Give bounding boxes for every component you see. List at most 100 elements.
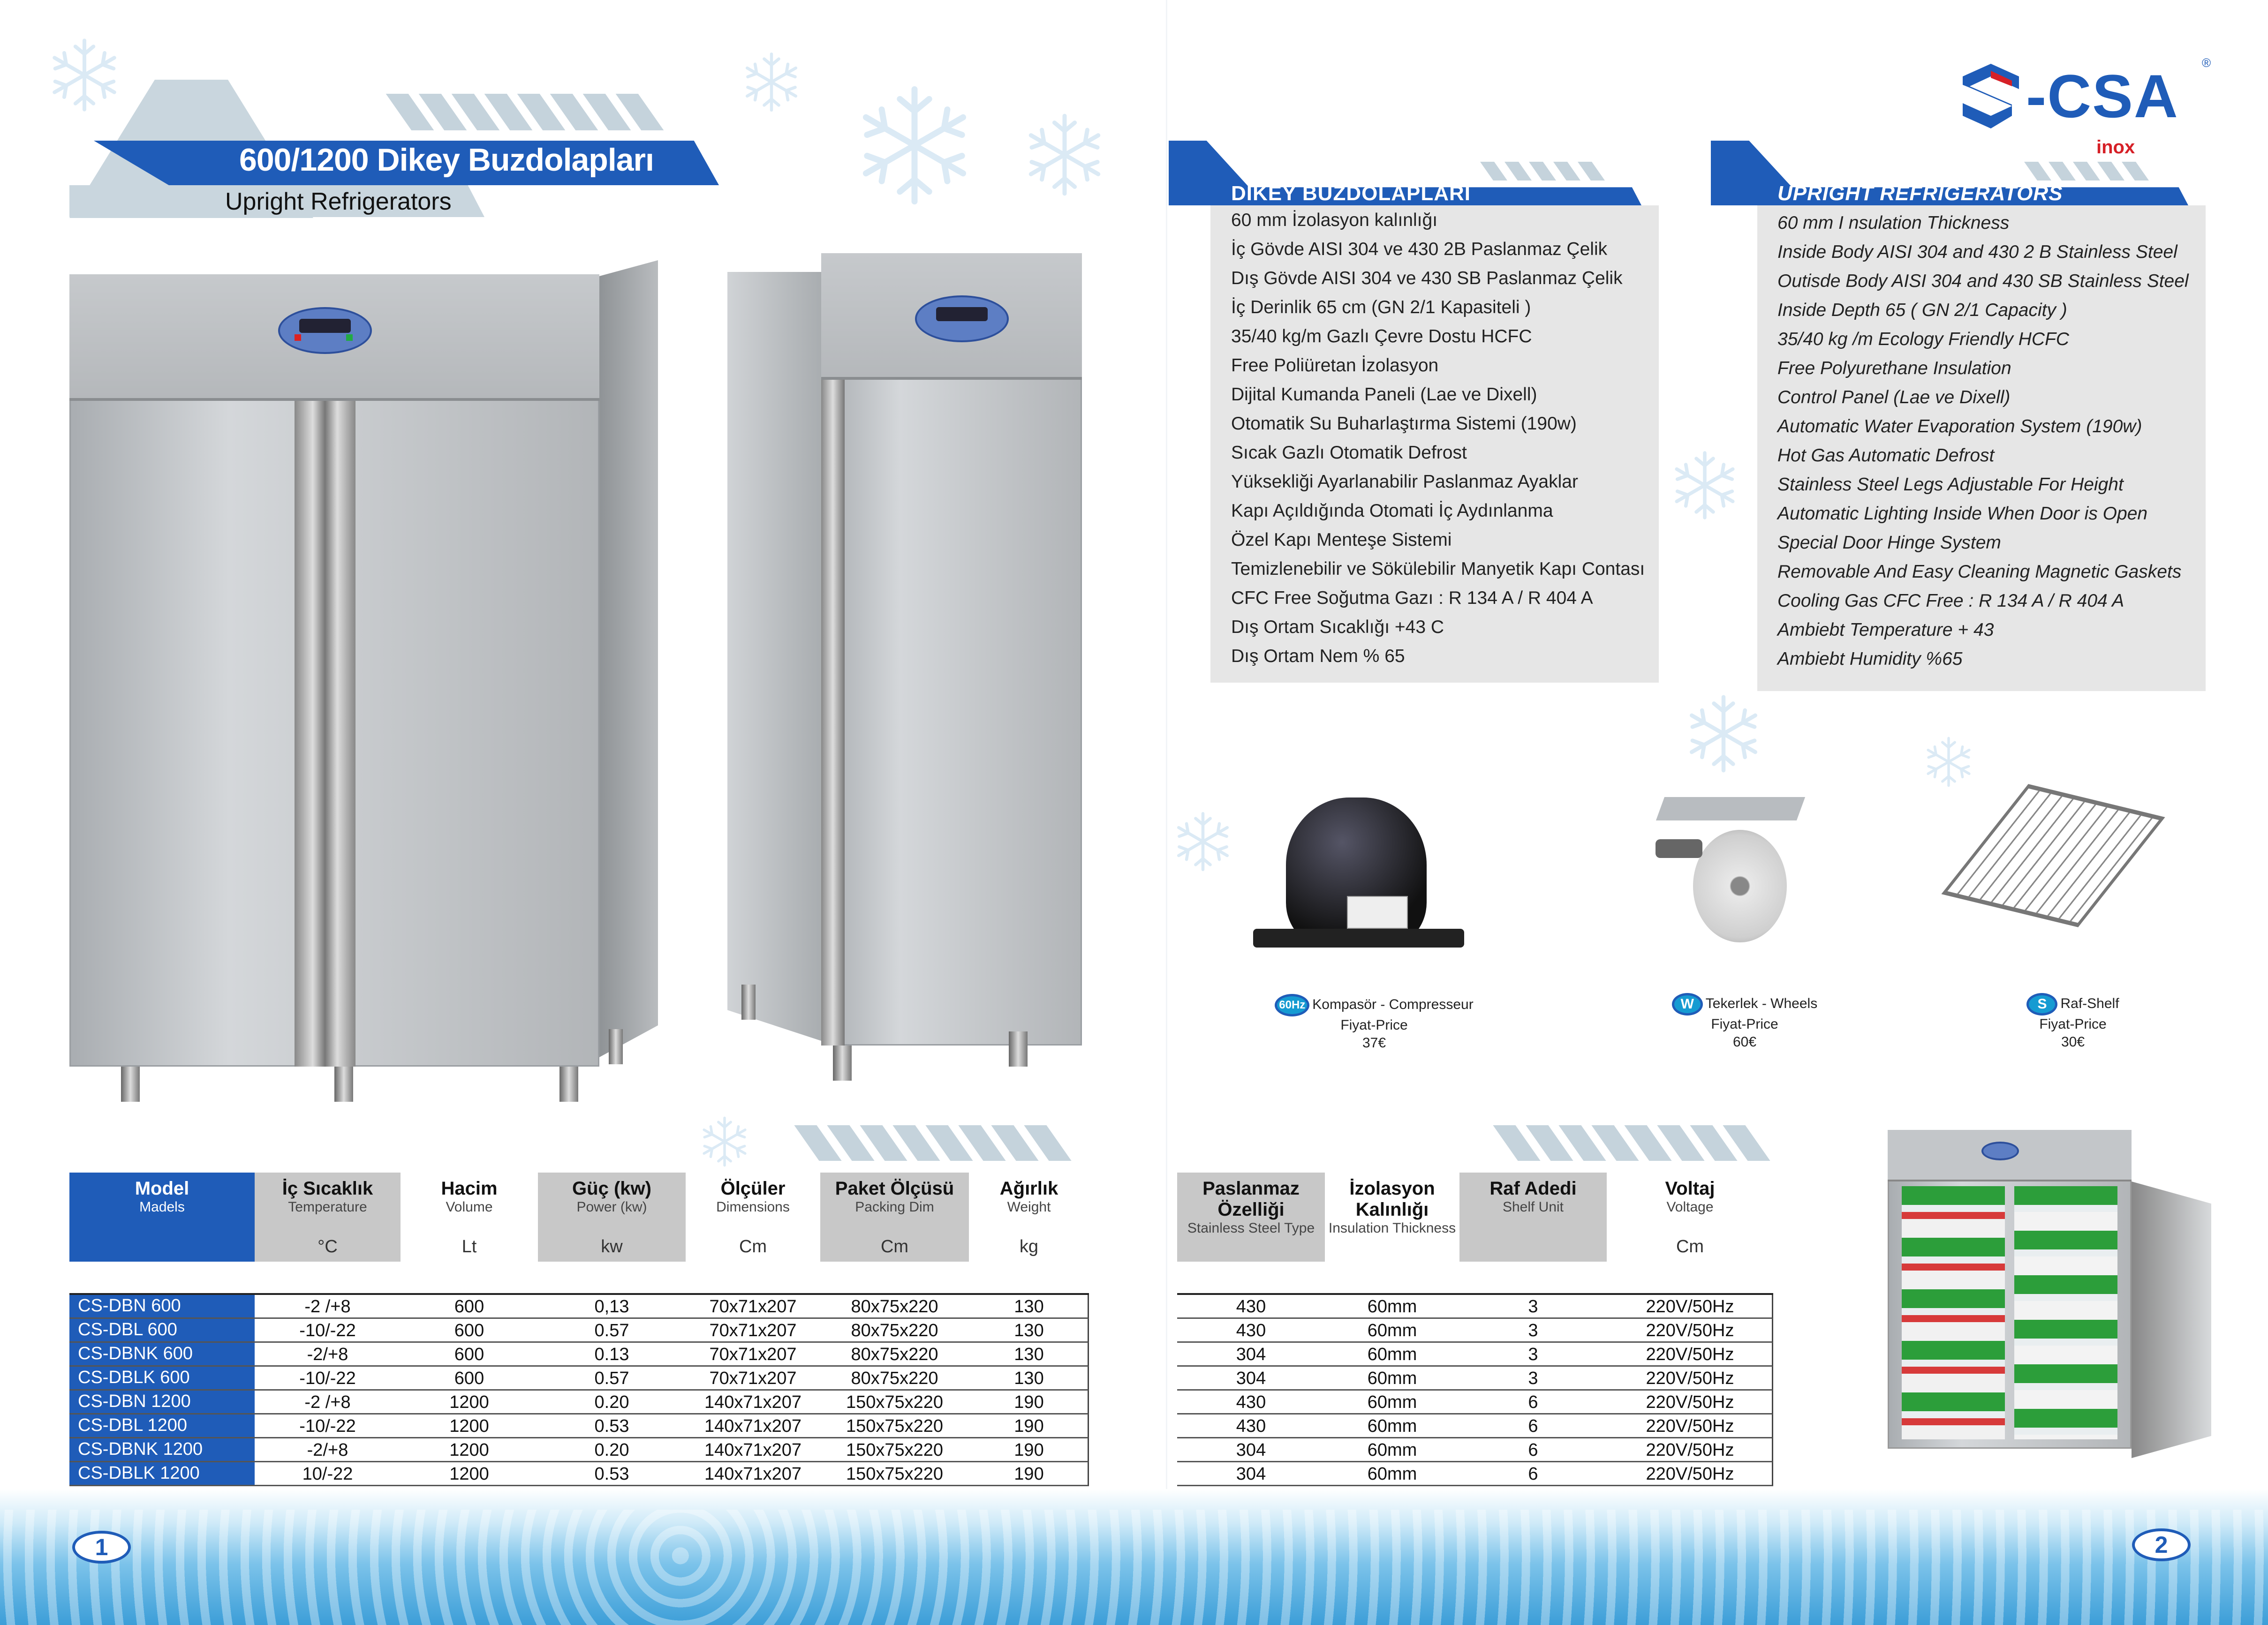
specs-stripes <box>1480 162 1605 181</box>
header-en: Dimensions <box>716 1199 790 1215</box>
table-cell: 70x71x207 <box>709 1297 797 1317</box>
table-row: CS-DBLK 1200 10/-22 1200 0.53 140x71x207 150x… <box>69 1462 1089 1486</box>
header-unit: Cm <box>880 1237 909 1256</box>
snowflake-icon <box>1923 736 1974 788</box>
table-row: 430 60mm 3 220V/50Hz <box>1177 1295 1773 1319</box>
spec-item: Özel Kapı Menteşe Sistemi <box>1231 530 1452 550</box>
table-cell: 3 <box>1528 1345 1538 1364</box>
spec-item: Otomatik Su Buharlaştırma Sistemi (190w) <box>1231 414 1577 434</box>
table-cell: 1200 <box>449 1392 489 1412</box>
header-unit: Cm <box>739 1237 767 1256</box>
spec-item: Automatic Water Evaporation System (190w… <box>1777 416 2142 436</box>
header-tr: Ağırlık <box>999 1178 1058 1199</box>
model-name: CS-DBNK 1200 <box>69 1438 255 1461</box>
header-unit: Cm <box>1676 1237 1704 1256</box>
table-cell: 60mm <box>1367 1345 1417 1364</box>
column-header: Paslanmaz Özelliği Stainless Steel Type <box>1177 1173 1325 1262</box>
accessory-badge: S <box>2026 993 2058 1016</box>
table-row: 430 60mm 6 220V/50Hz <box>1177 1391 1773 1414</box>
table-cell: -10/-22 <box>299 1369 356 1388</box>
price-value: 37€ <box>1362 1035 1386 1051</box>
header-en: Stainless Steel Type <box>1187 1220 1315 1236</box>
table-cell: 600 <box>454 1321 484 1340</box>
column-header: Paket Ölçüsü Packing Dim Cm <box>820 1173 969 1262</box>
header-tr: Paket Ölçüsü <box>835 1178 954 1199</box>
brand-logo: -CSA <box>1956 61 2179 131</box>
table-cell: 0.20 <box>594 1392 629 1412</box>
table-top-rule <box>69 1293 1089 1295</box>
table-row: 430 60mm 3 220V/50Hz <box>1177 1319 1773 1343</box>
table-cell: 190 <box>1014 1416 1044 1436</box>
table-cell: 430 <box>1236 1392 1266 1412</box>
table-cell: -2 /+8 <box>304 1297 351 1317</box>
spec-item: Cooling Gas CFC Free : R 134 A / R 404 A <box>1777 591 2124 611</box>
table-row: 304 60mm 6 220V/50Hz <box>1177 1462 1773 1486</box>
table-cell: 1200 <box>449 1464 489 1484</box>
table-row: 304 60mm 3 220V/50Hz <box>1177 1343 1773 1367</box>
wheel-icon <box>1641 797 1815 947</box>
table-cell: 60mm <box>1367 1297 1417 1317</box>
header-tr: Hacim <box>441 1178 498 1199</box>
price-label: Fiyat-Price <box>2039 1016 2107 1032</box>
table-cell: 130 <box>1014 1297 1044 1317</box>
header-tr: Güç (kw) <box>572 1178 651 1199</box>
spec-item: Stainless Steel Legs Adjustable For Heig… <box>1777 474 2124 495</box>
spec-item: Inside Body AISI 304 and 430 2 B Stainle… <box>1777 242 2177 262</box>
table-row: CS-DBNK 600 -2/+8 600 0.13 70x71x207 80x75x22… <box>69 1343 1089 1367</box>
table-cell: 10/-22 <box>302 1464 353 1484</box>
spec-item: Automatic Lighting Inside When Door is O… <box>1777 504 2148 524</box>
table-cell: 60mm <box>1367 1369 1417 1388</box>
table-cell: 220V/50Hz <box>1646 1321 1734 1340</box>
spec-item: Temizlenebilir ve Sökülebilir Manyetik K… <box>1231 559 1645 579</box>
column-header: Voltaj Voltage Cm <box>1607 1173 1773 1262</box>
header-unit: kg <box>1019 1237 1039 1256</box>
table-cell: 304 <box>1236 1369 1266 1388</box>
spec-item: Removable And Easy Cleaning Magnetic Gas… <box>1777 562 2182 582</box>
header-tr: Voltaj <box>1665 1178 1715 1199</box>
column-header: Ölçüler Dimensions Cm <box>686 1173 820 1262</box>
table-cell: 150x75x220 <box>846 1440 944 1460</box>
spec-item: Dış Ortam Sıcaklığı +43 C <box>1231 617 1444 637</box>
header-unit: kw <box>601 1237 623 1256</box>
model-name: CS-DBLK 600 <box>69 1367 255 1389</box>
model-name: CS-DBL 600 <box>69 1319 255 1341</box>
table-cell: -10/-22 <box>299 1416 356 1436</box>
spec-item: Sıcak Gazlı Otomatik Defrost <box>1231 443 1467 463</box>
header-en: Shelf Unit <box>1502 1199 1564 1215</box>
table-cell: 60mm <box>1367 1464 1417 1484</box>
snowflake-icon <box>741 52 802 113</box>
model-name: CS-DBL 1200 <box>69 1414 255 1437</box>
open-fridge-image <box>1888 1121 2211 1475</box>
table-cell: 60mm <box>1367 1440 1417 1460</box>
table-cell: 140x71x207 <box>704 1392 802 1412</box>
accessory-name: Raf-Shelf <box>2060 995 2119 1011</box>
header-stripes <box>386 94 664 130</box>
column-header: Raf Adedi Shelf Unit <box>1459 1173 1607 1262</box>
table-row: CS-DBL 600 -10/-22 600 0.57 70x71x207 80x75x2… <box>69 1319 1089 1343</box>
header-en: Temperature <box>288 1199 367 1215</box>
model-name: CS-DBNK 600 <box>69 1343 255 1365</box>
column-header: Güç (kw) Power (kw) kw <box>538 1173 686 1262</box>
table-cell: 430 <box>1236 1416 1266 1436</box>
table-cell: 0,13 <box>594 1297 629 1317</box>
table-cell: 3 <box>1528 1297 1538 1317</box>
table-cell: 0.53 <box>594 1464 629 1484</box>
table-row: CS-DBLK 600 -10/-22 600 0.57 70x71x207 80x75x… <box>69 1367 1089 1391</box>
page-title: 600/1200 Dikey Buzdolapları <box>239 142 654 178</box>
table-cell: -10/-22 <box>299 1321 356 1340</box>
specs-en-box <box>1757 205 2206 691</box>
table-row: 430 60mm 6 220V/50Hz <box>1177 1414 1773 1438</box>
table-cell: 220V/50Hz <box>1646 1440 1734 1460</box>
header-en: Madels <box>139 1199 185 1215</box>
model-name: CS-DBLK 1200 <box>69 1462 255 1485</box>
table-cell: 150x75x220 <box>846 1416 944 1436</box>
spec-item: Yüksekliği Ayarlanabilir Paslanmaz Ayakl… <box>1231 472 1578 492</box>
table-cell: 60mm <box>1367 1321 1417 1340</box>
page-subtitle: Upright Refrigerators <box>225 188 452 215</box>
spec-item: Ambiebt Temperature + 43 <box>1777 620 1994 640</box>
table-cell: 60mm <box>1367 1416 1417 1436</box>
table-cell: 6 <box>1528 1416 1538 1436</box>
column-header: Ağırlık Weight kg <box>969 1173 1089 1262</box>
spec-item: Dış Gövde AISI 304 ve 430 SB Paslanmaz Ç… <box>1231 268 1623 288</box>
table-cell: -2 /+8 <box>304 1392 351 1412</box>
